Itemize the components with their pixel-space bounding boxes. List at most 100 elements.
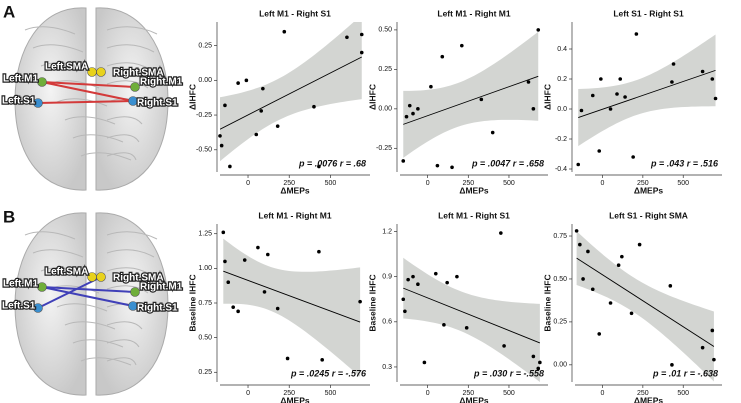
point — [254, 132, 259, 137]
node-label: Right.SMA — [113, 68, 164, 79]
x-axis-label: ΔMEPs — [280, 185, 310, 195]
point — [536, 28, 541, 32]
y-tick-label: -0.2 — [555, 136, 567, 143]
y-axis-label: ΔIHFC — [187, 84, 197, 110]
x-tick-label: 250 — [637, 180, 649, 187]
point — [460, 43, 464, 48]
y-tick-label: 0.25 — [553, 319, 567, 326]
chart: 0.00 0.25 0.50 0.75 0 250 500 Left S1 - Right S… — [542, 210, 722, 403]
point — [261, 86, 265, 91]
point — [531, 107, 536, 111]
point — [608, 301, 613, 305]
brain-panel: Left.SMA Right.SMA Left.M1 Right.M1 Left.S1 R… — [1, 207, 184, 396]
node-label: Left.SMA — [45, 267, 88, 278]
point — [317, 164, 321, 169]
brain-sulcus — [80, 152, 132, 161]
point — [634, 32, 639, 36]
brain-sulcus — [40, 62, 92, 71]
node — [128, 301, 138, 311]
y-tick-label: 0.0 — [557, 106, 567, 113]
point — [275, 306, 280, 311]
point — [631, 155, 635, 159]
point — [312, 104, 316, 109]
point — [223, 103, 227, 108]
brain-sulcus — [80, 357, 132, 366]
point — [411, 111, 415, 116]
brain-sulcus — [24, 26, 76, 35]
chart: -0.25 0.00 0.25 0.50 0 250 500 Left M1 - Right … — [367, 8, 548, 195]
x-tick-label: 0 — [601, 390, 605, 397]
y-tick-label: 0.50 — [198, 334, 212, 341]
point — [435, 163, 440, 168]
node — [87, 67, 97, 77]
node — [33, 98, 43, 108]
point — [479, 97, 484, 102]
y-tick-label: 1.25 — [198, 231, 212, 238]
x-tick-label: 500 — [503, 390, 515, 397]
brain-sulcus — [106, 62, 152, 71]
point — [464, 326, 469, 330]
point — [499, 231, 503, 235]
x-tick-label: 500 — [325, 390, 337, 397]
annotation: p = .0047 r = .658 — [471, 158, 544, 168]
chart-title: Left M1 - Right S1 — [438, 210, 510, 220]
connection — [41, 81, 136, 88]
regression-line — [576, 257, 715, 347]
chart-title: Left M1 - Right M1 — [258, 210, 331, 220]
y-tick-label: 0.00 — [553, 362, 567, 369]
brain-sulcus — [106, 44, 155, 53]
point — [236, 309, 240, 314]
point — [668, 284, 673, 288]
x-axis-label: ΔMEPs — [459, 185, 489, 195]
point — [599, 77, 603, 81]
confidence-band — [576, 231, 714, 382]
point — [608, 107, 613, 111]
point — [345, 35, 349, 40]
regression-line — [403, 75, 539, 125]
confidence-band — [578, 34, 716, 147]
point — [404, 114, 409, 119]
node — [130, 287, 140, 297]
point — [576, 162, 581, 167]
chart-title: Left M1 - Right S1 — [259, 8, 331, 18]
confidence-band — [220, 22, 362, 162]
point — [416, 107, 420, 111]
x-tick-label: 500 — [677, 180, 689, 187]
point — [713, 96, 718, 101]
node-label: Left.M1 — [3, 279, 38, 290]
point — [670, 363, 674, 367]
point — [526, 80, 531, 84]
brain-sulcus — [56, 303, 108, 312]
y-axis-label: Baseline IHFC — [187, 274, 197, 331]
point — [218, 134, 222, 138]
node-label: Right.M1 — [140, 282, 183, 293]
x-tick-label: 0 — [246, 180, 250, 187]
point — [226, 280, 231, 285]
chart: 0.25 0.50 0.75 1.00 1.25 0 250 500 Left M1 - Rig… — [187, 210, 370, 403]
point — [429, 84, 433, 89]
chart-title: Left S1 - Right S1 — [613, 8, 684, 18]
point — [219, 143, 224, 148]
brain-sulcus — [106, 134, 140, 143]
confidence-band — [403, 257, 540, 382]
node-label: Right.S1 — [137, 303, 178, 314]
point — [259, 109, 264, 113]
y-tick-label: 0.3 — [382, 364, 392, 371]
point — [416, 282, 420, 286]
y-axis-label: ΔIHFC — [367, 84, 377, 110]
point — [256, 245, 260, 250]
y-tick-label: 0.9 — [382, 274, 392, 281]
y-tick-label: -0.25 — [376, 145, 392, 152]
point — [710, 77, 715, 81]
brain-panel: Left.SMA Right.SMA Left.M1 Right.M1 Left.S1 R… — [1, 2, 184, 191]
annotation: p = .0245 r = -.576 — [290, 368, 367, 378]
point — [502, 344, 506, 348]
y-tick-label: 0.2 — [557, 76, 567, 83]
annotation: p = .0076 r = .68 — [298, 158, 366, 168]
y-axis-label: Baseline IHFC — [367, 274, 377, 331]
point — [231, 305, 235, 309]
x-tick-label: 500 — [503, 180, 515, 187]
brain-sulcus — [106, 339, 140, 348]
brain-sulcus — [106, 249, 155, 258]
y-tick-label: 0.75 — [553, 233, 567, 240]
